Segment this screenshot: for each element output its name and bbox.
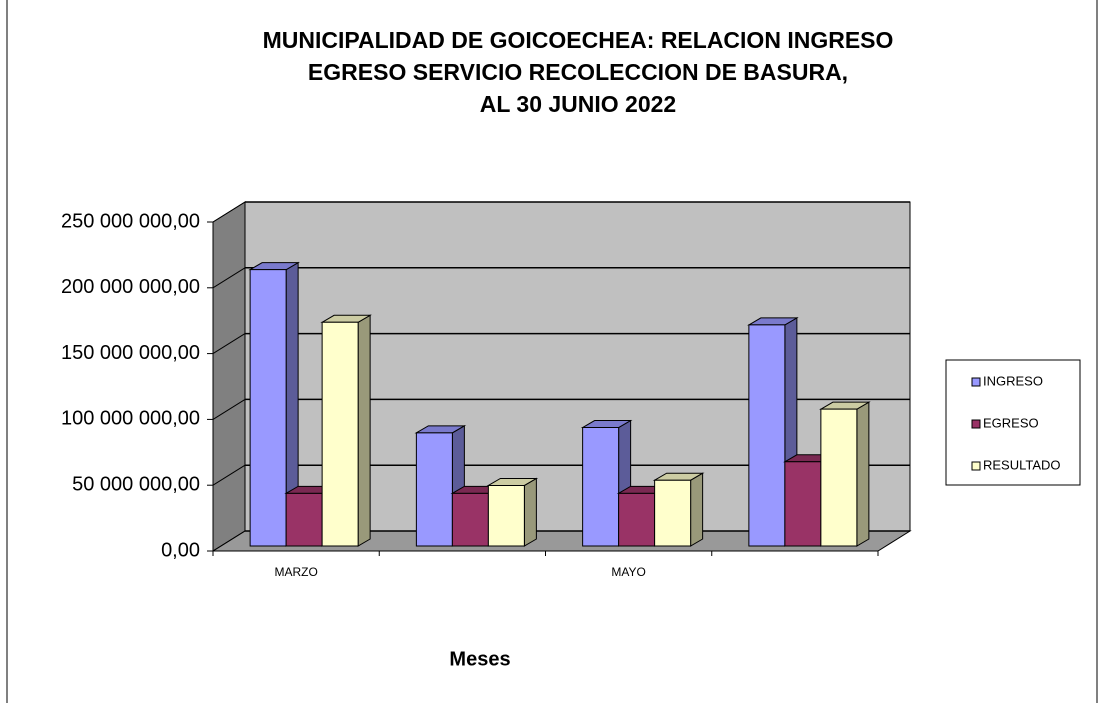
grid-line — [212, 398, 246, 420]
bar-front — [285, 492, 323, 547]
bar-front — [784, 461, 822, 547]
bar-front — [249, 269, 287, 547]
grid-line — [212, 267, 246, 289]
bar-front — [451, 492, 489, 547]
legend-label: INGRESO — [983, 373, 1043, 388]
bar — [819, 401, 871, 547]
bar-side — [690, 472, 704, 547]
bar-side — [357, 314, 371, 547]
bar-front — [582, 427, 620, 547]
legend-swatch — [971, 377, 981, 387]
x-axis-label: Meses — [449, 648, 510, 670]
legend-swatch — [971, 419, 981, 429]
chart-title: EGRESO SERVICIO RECOLECCION DE BASURA, — [308, 59, 848, 85]
chart-title: MUNICIPALIDAD DE GOICOECHEA: RELACION IN… — [263, 27, 894, 53]
bar-front — [321, 321, 359, 547]
y-tick-label: 200 000 000,00 — [61, 276, 200, 298]
grid-line — [212, 201, 246, 223]
bar-front — [415, 432, 453, 547]
bar-side — [856, 401, 870, 547]
grid-line — [212, 333, 246, 355]
bar-front — [618, 492, 656, 547]
legend-swatch — [971, 461, 981, 471]
bar-front — [654, 479, 692, 547]
bar — [320, 314, 372, 547]
x-tick-label: MARZO — [274, 565, 317, 579]
y-tick-label: 0,00 — [161, 539, 200, 561]
bar-front — [487, 484, 525, 547]
bar — [486, 477, 539, 547]
y-tick-label: 100 000 000,00 — [61, 408, 200, 430]
y-tick-label: 250 000 000,00 — [61, 210, 200, 232]
legend-label: EGRESO — [983, 415, 1039, 430]
side-wall — [212, 201, 246, 552]
legend-box — [945, 359, 1081, 486]
x-tick-label: MAYO — [611, 565, 645, 579]
bar-front — [748, 324, 786, 547]
chart-title: AL 30 JUNIO 2022 — [480, 91, 676, 117]
bar-side — [523, 477, 537, 547]
bar-front — [820, 408, 858, 547]
bar — [248, 261, 300, 547]
y-tick-label: 50 000 000,00 — [72, 473, 200, 495]
grid-line — [212, 530, 246, 552]
legend-label: RESULTADO — [983, 457, 1061, 472]
grid-line — [212, 464, 246, 486]
bar — [652, 472, 705, 547]
y-tick-label: 150 000 000,00 — [61, 342, 200, 364]
